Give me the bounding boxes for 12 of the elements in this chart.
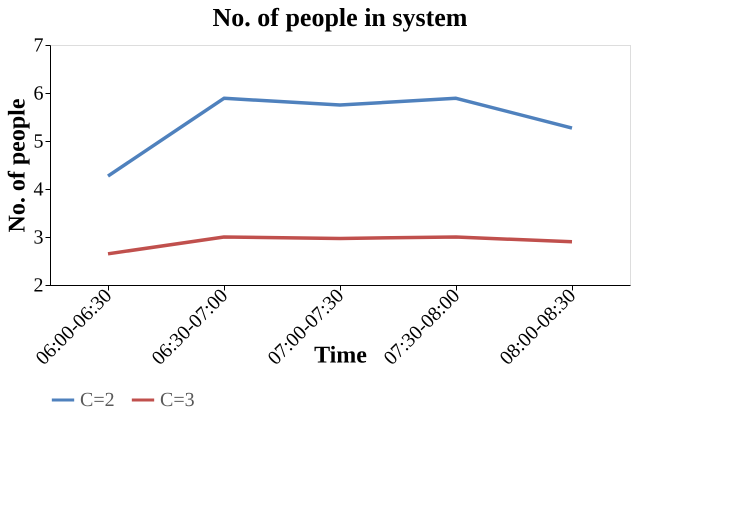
y-tick-label: 6 — [34, 82, 44, 104]
y-tick-label: 2 — [34, 274, 44, 296]
y-tick-label: 3 — [34, 226, 44, 248]
legend-label: C=3 — [160, 389, 195, 411]
chart-title: No. of people in system — [212, 3, 468, 32]
y-tick-label: 5 — [34, 130, 44, 152]
legend-label: C=2 — [80, 389, 115, 411]
line-series — [106, 96, 574, 178]
y-axis-title: No. of people — [4, 98, 30, 232]
line-series — [106, 235, 574, 256]
y-tick-label: 4 — [34, 178, 44, 200]
y-tick-label: 7 — [34, 34, 44, 56]
